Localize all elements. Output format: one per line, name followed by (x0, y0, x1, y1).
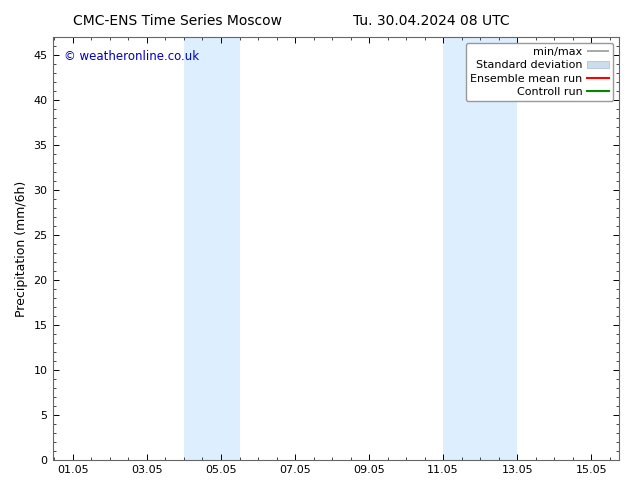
Bar (184, 37, 240, 460)
Text: © weatheronline.co.uk: © weatheronline.co.uk (64, 50, 199, 63)
Bar (443, 37, 517, 460)
Y-axis label: Precipitation (mm/6h): Precipitation (mm/6h) (15, 180, 28, 317)
Legend: min/max, Standard deviation, Ensemble mean run, Controll run: min/max, Standard deviation, Ensemble me… (465, 43, 614, 101)
Text: CMC-ENS Time Series Moscow: CMC-ENS Time Series Moscow (73, 14, 282, 28)
Text: Tu. 30.04.2024 08 UTC: Tu. 30.04.2024 08 UTC (353, 14, 510, 28)
